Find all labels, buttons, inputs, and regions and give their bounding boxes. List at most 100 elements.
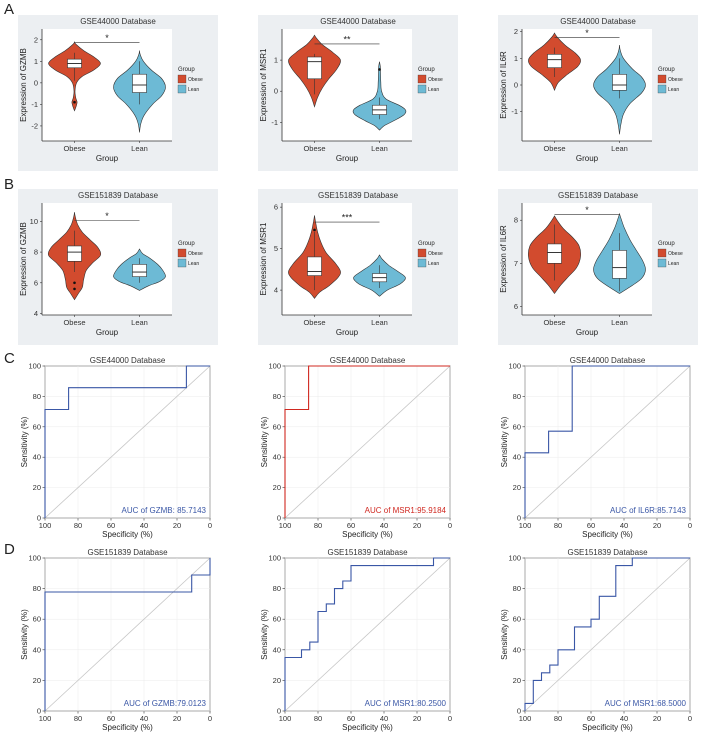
y-tick-label: 60 (273, 615, 281, 624)
x-tick-label: 20 (173, 714, 181, 723)
outlier-point (73, 281, 76, 285)
x-axis-title: Specificity (%) (102, 530, 153, 539)
y-tick-label: 20 (273, 676, 281, 685)
y-tick-label: 60 (513, 422, 521, 431)
significance-label: * (105, 33, 109, 43)
y-tick-label: 4 (274, 286, 278, 295)
y-axis-title: Sensitivity (%) (20, 609, 29, 660)
y-tick-label: 80 (273, 392, 281, 401)
x-tick-label: Lean (131, 318, 148, 327)
x-tick-label: 100 (519, 521, 532, 530)
legend-swatch-lean (657, 84, 667, 94)
x-tick-label: 40 (620, 714, 628, 723)
legend-label: Obese (668, 251, 683, 257)
roc-curve (524, 365, 690, 518)
x-tick-label: Obese (303, 318, 325, 327)
x-tick-label: 60 (587, 521, 595, 530)
y-tick-label: 8 (514, 216, 518, 225)
legend-swatch-lean (417, 84, 427, 94)
x-axis-title: Group (336, 154, 359, 163)
reference-diagonal (44, 365, 211, 519)
x-tick-label: 80 (74, 521, 82, 530)
x-tick-label: Lean (611, 318, 628, 327)
legend-title: Group (418, 241, 435, 247)
y-tick-label: -1 (511, 107, 518, 116)
outlier-point (73, 100, 76, 104)
violin-lean (352, 61, 407, 131)
y-tick-label: 40 (513, 453, 521, 462)
y-tick-label: 40 (273, 453, 281, 462)
reference-diagonal (524, 557, 691, 712)
y-tick-label: 0 (514, 81, 518, 90)
panel-label-d: D (4, 541, 15, 558)
x-axis-title: Specificity (%) (342, 723, 393, 732)
x-tick-label: Obese (303, 144, 325, 153)
box-obese (307, 256, 322, 276)
x-tick-label: 80 (314, 714, 322, 723)
legend-title: Group (658, 67, 675, 73)
legend-label: Lean (428, 261, 439, 267)
significance-label: *** (342, 213, 353, 223)
y-tick-label: 20 (513, 676, 521, 685)
y-tick-label: 100 (268, 554, 281, 563)
significance-label: ** (343, 34, 351, 44)
y-tick-label: 6 (34, 278, 38, 287)
roc-curve (524, 557, 690, 711)
legend-label: Obese (428, 251, 443, 257)
y-tick-label: 20 (273, 483, 281, 492)
box-obese (307, 56, 322, 80)
outlier-point (378, 68, 381, 71)
y-tick-label: 6 (514, 302, 518, 311)
panel-label-c: C (4, 350, 15, 367)
x-axis-title: Group (336, 328, 359, 337)
legend-label: Obese (188, 251, 203, 257)
y-tick-label: 0 (517, 707, 521, 716)
significance-label: * (585, 205, 589, 215)
x-tick-label: Obese (543, 144, 565, 153)
y-tick-label: 100 (268, 362, 281, 371)
legend-title: Group (418, 67, 435, 73)
legend-title: Group (178, 67, 195, 73)
y-tick-label: 0 (517, 514, 521, 523)
x-axis-title: Specificity (%) (582, 530, 633, 539)
x-tick-label: 0 (688, 521, 692, 530)
x-tick-label: 60 (107, 521, 115, 530)
x-axis-title: Group (576, 154, 599, 163)
y-tick-label: -2 (31, 121, 38, 130)
legend-label: Lean (668, 261, 679, 267)
roc-chart-C3: GSE44000 Database 100 80 60 40 20 0 0 20 40 60 80 10… (500, 356, 692, 539)
y-tick-label: 40 (33, 453, 41, 462)
x-tick-label: 100 (279, 521, 292, 530)
roc-curve (284, 365, 450, 518)
panel-label-a: A (4, 1, 14, 18)
y-tick-label: 0 (37, 707, 41, 716)
chart-title: GSE44000 Database (330, 356, 406, 365)
x-axis-title: Group (96, 154, 119, 163)
x-axis-title: Specificity (%) (342, 530, 393, 539)
x-tick-label: 100 (39, 521, 52, 530)
x-tick-label: 100 (519, 714, 532, 723)
y-tick-label: 2 (34, 35, 38, 44)
y-tick-label: 0 (277, 707, 281, 716)
x-tick-label: Lean (371, 144, 388, 153)
y-axis-title: Expression of GZMB (19, 48, 28, 122)
x-tick-label: 0 (688, 714, 692, 723)
x-tick-label: 80 (314, 521, 322, 530)
significance-label: * (585, 28, 589, 38)
violin-chart-A1: GSE44000 Database -2 -1 0 1 2 Obese Lean * Group E… (18, 15, 218, 171)
legend-label: Lean (428, 87, 439, 93)
x-tick-label: 40 (620, 521, 628, 530)
box-lean (612, 250, 627, 279)
roc-chart-C1: GSE44000 Database 100 80 60 40 20 0 0 20 40 60 80 10… (20, 356, 212, 539)
auc-label: AUC of MSR1:68.5000 (605, 699, 687, 708)
y-tick-label: 1 (514, 54, 518, 63)
legend-label: Obese (668, 77, 683, 83)
y-tick-label: -1 (31, 100, 38, 109)
x-tick-label: 40 (380, 521, 388, 530)
y-tick-label: 8 (34, 248, 38, 257)
x-tick-label: 0 (448, 521, 452, 530)
violin-chart-B3: GSE151839 Database 6 7 8 Obese Lean * Group Expr… (498, 189, 698, 345)
auc-label: AUC of IL6R:85.7143 (610, 506, 687, 515)
x-tick-label: 20 (173, 521, 181, 530)
x-tick-label: Obese (543, 318, 565, 327)
